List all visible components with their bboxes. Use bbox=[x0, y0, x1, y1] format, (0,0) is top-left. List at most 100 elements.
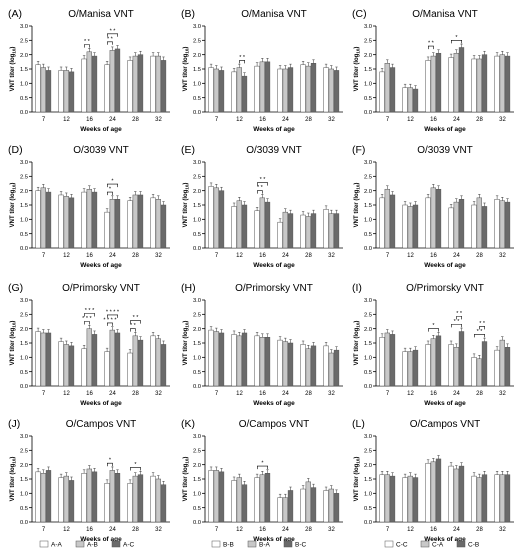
y-axis-label: VNT titer (log10) bbox=[183, 457, 190, 502]
y-tick-label: 3.0 bbox=[20, 24, 28, 30]
significance-bracket bbox=[451, 40, 462, 44]
x-tick-label: 28 bbox=[305, 391, 312, 397]
panel-label: (J) bbox=[8, 418, 20, 430]
y-axis-label-end: ) bbox=[354, 183, 360, 185]
bar bbox=[114, 332, 121, 387]
bar bbox=[213, 187, 219, 249]
bar bbox=[282, 341, 288, 387]
y-tick-label: 0.5 bbox=[364, 370, 372, 376]
panel-d: (D) O/3039 VNT 0.0 0.5 1.0 1.5 2.0 2.5 3.0 VNT ti… bbox=[8, 144, 170, 269]
panel-label: (K) bbox=[181, 418, 195, 430]
x-tick-label: 24 bbox=[109, 391, 116, 397]
bar bbox=[305, 348, 311, 387]
y-tick-label: 1.0 bbox=[20, 356, 28, 362]
bar bbox=[412, 349, 419, 387]
y-axis-label-sub: 10 bbox=[12, 48, 17, 54]
significance-bracket bbox=[239, 60, 245, 64]
y-tick-label: 1.5 bbox=[193, 67, 201, 73]
bar bbox=[425, 462, 431, 523]
y-tick-label: 3.0 bbox=[193, 24, 201, 30]
bar bbox=[150, 197, 156, 249]
y-axis-label-end: ) bbox=[354, 457, 360, 459]
y-tick-label: 2.5 bbox=[193, 449, 201, 455]
y-tick-label: 0.0 bbox=[193, 384, 201, 390]
y-tick-label: 3.0 bbox=[364, 298, 372, 304]
y-axis-label: VNT titer (log10) bbox=[10, 47, 17, 92]
bar bbox=[68, 480, 75, 523]
bar bbox=[328, 488, 334, 523]
bar bbox=[86, 468, 92, 523]
significance-label: * bbox=[134, 462, 137, 468]
bar bbox=[58, 70, 64, 113]
significance-bracket bbox=[456, 316, 462, 320]
x-tick-label: 32 bbox=[499, 391, 506, 397]
y-tick-label: 1.5 bbox=[364, 477, 372, 483]
bar bbox=[282, 68, 288, 113]
x-tick-label: 28 bbox=[132, 117, 139, 123]
bar bbox=[435, 458, 442, 523]
significance-label: * bbox=[455, 35, 458, 41]
x-tick-label: 7 bbox=[386, 527, 390, 533]
x-tick-label: 7 bbox=[386, 117, 390, 123]
bar bbox=[504, 347, 511, 387]
bar bbox=[389, 67, 396, 113]
y-tick-label: 2.5 bbox=[20, 449, 28, 455]
significance-bracket bbox=[428, 45, 434, 50]
y-axis-label-main: VNT titer (log bbox=[10, 53, 16, 91]
bar bbox=[40, 187, 46, 249]
y-axis-label-sub: 10 bbox=[185, 458, 190, 464]
bar bbox=[453, 52, 459, 113]
y-tick-label: 1.5 bbox=[20, 203, 28, 209]
bar bbox=[448, 344, 454, 387]
y-tick-label: 2.0 bbox=[364, 463, 372, 469]
bar bbox=[300, 344, 306, 387]
bar bbox=[402, 477, 408, 523]
x-tick-label: 16 bbox=[430, 253, 437, 259]
y-tick-label: 2.0 bbox=[364, 327, 372, 333]
significance-bracket bbox=[107, 41, 113, 45]
y-tick-label: 1.5 bbox=[364, 341, 372, 347]
bar bbox=[231, 206, 237, 249]
panel-label: (G) bbox=[8, 282, 23, 294]
y-axis-label: VNT titer (log10) bbox=[10, 321, 17, 366]
y-tick-label: 3.0 bbox=[193, 434, 201, 440]
bar bbox=[384, 188, 390, 249]
legend-label: B-B bbox=[223, 542, 234, 549]
bar bbox=[208, 67, 214, 113]
y-tick-label: 2.5 bbox=[20, 313, 28, 319]
significance-bracket bbox=[479, 326, 485, 330]
significance-label: * * * * bbox=[103, 317, 117, 323]
bar bbox=[81, 473, 87, 523]
bar bbox=[384, 474, 390, 523]
panel-title: O/3039 VNT bbox=[246, 145, 302, 156]
y-tick-label: 0.0 bbox=[364, 520, 372, 526]
bar bbox=[407, 475, 413, 523]
y-axis-label-main: VNT titer (log bbox=[354, 327, 360, 365]
significance-bracket bbox=[474, 334, 485, 338]
bar bbox=[104, 211, 110, 249]
x-axis-label: Weeks of age bbox=[253, 536, 295, 543]
significance-bracket bbox=[84, 313, 95, 317]
bar bbox=[499, 339, 505, 387]
bar bbox=[213, 68, 219, 113]
panel-b: (B) O/Manisa VNT 0.0 0.5 1.0 1.5 2.0 2.5 3.0 VNT … bbox=[181, 8, 343, 133]
bar bbox=[241, 75, 248, 113]
x-tick-label: 28 bbox=[132, 253, 139, 259]
bar bbox=[282, 497, 288, 523]
bar bbox=[127, 60, 133, 113]
y-axis-label-sub: 10 bbox=[356, 322, 361, 328]
significance-label: * * bbox=[110, 28, 117, 34]
panel-j: (J) O/Campos VNT 0.0 0.5 1.0 1.5 2.0 2.5 3.0 VNT … bbox=[8, 418, 170, 543]
y-tick-label: 1.0 bbox=[193, 356, 201, 362]
bar bbox=[305, 481, 311, 523]
bar bbox=[435, 188, 442, 249]
significance-bracket bbox=[84, 44, 90, 48]
bar bbox=[282, 211, 288, 249]
x-tick-label: 24 bbox=[109, 117, 116, 123]
bar bbox=[504, 201, 511, 249]
x-tick-label: 16 bbox=[259, 253, 266, 259]
panel-label: (B) bbox=[181, 8, 195, 20]
panel-title: O/3039 VNT bbox=[417, 145, 473, 156]
x-tick-label: 16 bbox=[430, 391, 437, 397]
bar bbox=[155, 338, 161, 387]
